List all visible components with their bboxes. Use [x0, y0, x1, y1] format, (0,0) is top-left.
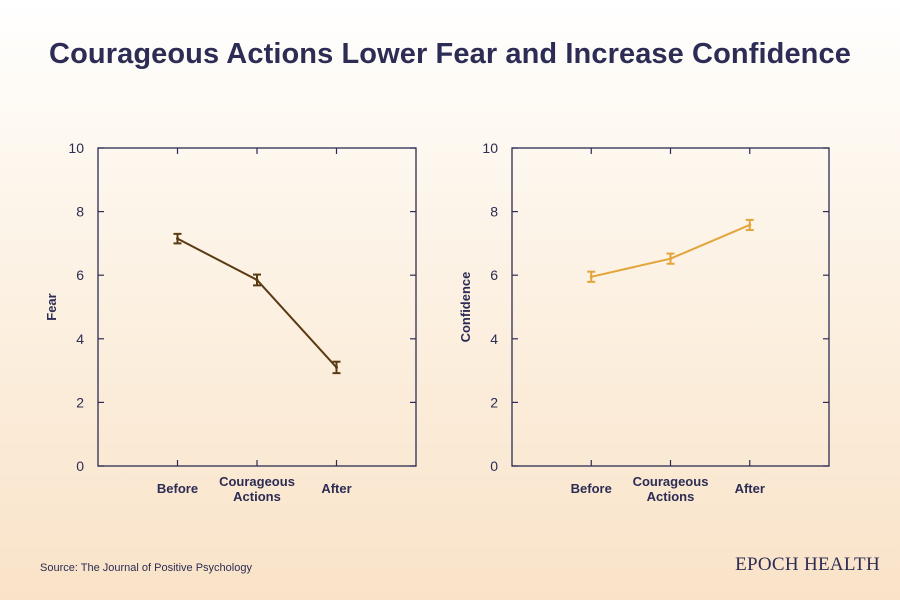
data-point: [589, 275, 593, 279]
y-tick-label: 2: [490, 394, 498, 410]
x-tick-label: Before: [157, 481, 198, 496]
y-tick-label: 8: [76, 204, 84, 220]
y-tick-label: 2: [76, 394, 84, 410]
y-tick-label: 4: [490, 331, 498, 347]
plot-frame: [97, 147, 417, 467]
y-tick-label: 10: [482, 140, 498, 156]
chart-title: Courageous Actions Lower Fear and Increa…: [49, 38, 851, 70]
data-point: [255, 278, 259, 282]
y-tick-label: 6: [76, 267, 84, 283]
x-tick-label: Before: [571, 481, 612, 496]
y-tick-label: 6: [490, 267, 498, 283]
y-tick-label: 8: [490, 204, 498, 220]
data-point: [335, 365, 338, 369]
brand-logo: EPOCH HEALTH: [735, 554, 880, 575]
series-line: [591, 224, 751, 278]
y-tick-label: 10: [68, 140, 84, 156]
plot-frame: [511, 147, 830, 467]
data-point: [669, 257, 672, 261]
x-tick-label: After: [321, 481, 351, 496]
data-point: [748, 223, 752, 227]
x-tick-label: After: [735, 481, 765, 496]
source-note: Source: The Journal of Positive Psycholo…: [40, 562, 252, 574]
y-axis-label: Fear: [44, 293, 59, 320]
chart-panel-1: 0 2 4 6 8 10 Before Courageous Actions After Fear: [44, 140, 417, 504]
y-tick-label: 4: [76, 331, 84, 347]
x-tick-label: Courageous Actions: [219, 474, 295, 504]
y-tick-label: 0: [490, 458, 498, 474]
y-tick-label: 0: [76, 458, 84, 474]
series-line: [177, 237, 338, 369]
x-tick-label: Courageous Actions: [633, 474, 709, 504]
data-point: [176, 237, 179, 241]
y-axis-label: Confidence: [458, 272, 473, 343]
chart-panel-2: 0 2 4 6 8 10 Before Courageous Actions After Confi…: [458, 140, 830, 504]
